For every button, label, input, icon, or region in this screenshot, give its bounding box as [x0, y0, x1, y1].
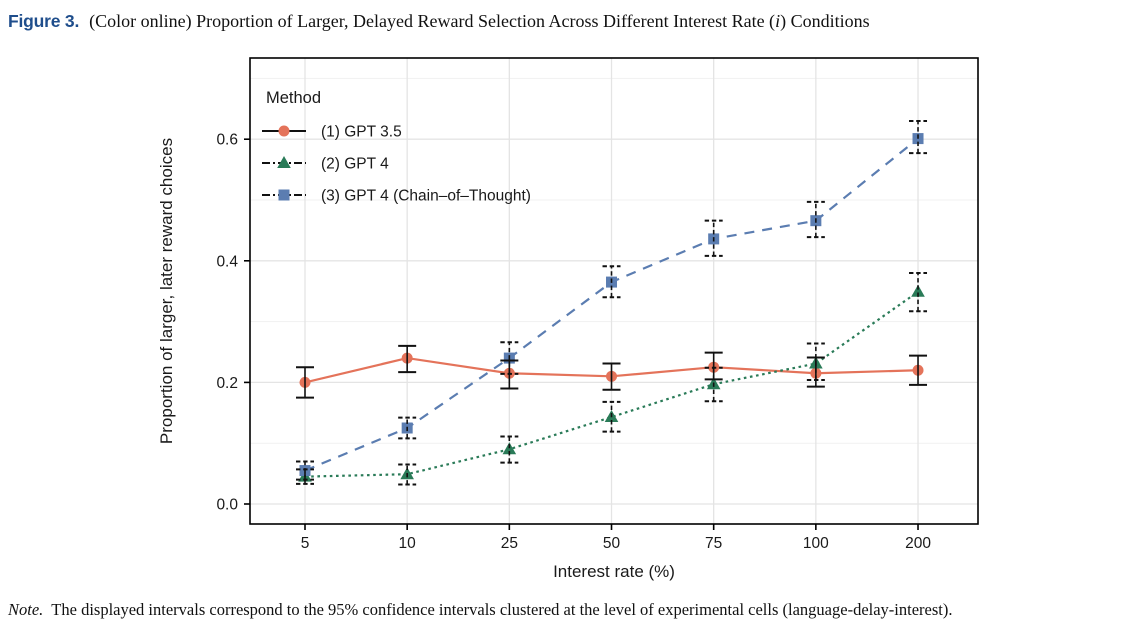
legend-marker-circle [278, 125, 290, 137]
data-point-marker-triangle [911, 284, 925, 297]
error-bar [398, 463, 417, 486]
legend-entry-label: (2) GPT 4 [321, 156, 389, 173]
legend-marker-square [278, 189, 290, 201]
legend-entry-label: (3) GPT 4 (Chain–of–Thought) [321, 188, 531, 205]
legend-entry-label: (1) GPT 3.5 [321, 124, 402, 141]
legend-title: Method [266, 89, 321, 107]
y-tick-label: 0.6 [216, 132, 238, 149]
figure-caption: Figure 3. (Color online) Proportion of La… [8, 11, 870, 32]
note-text: The displayed intervals correspond to th… [51, 600, 953, 619]
note-label: Note. [8, 600, 44, 619]
error-bar [296, 460, 314, 481]
x-tick-label: 200 [905, 535, 931, 552]
error-bar [500, 341, 519, 375]
x-tick-label: 50 [603, 535, 621, 552]
error-bar [398, 344, 417, 374]
x-tick-label: 100 [803, 535, 829, 552]
plot-panel-border [249, 57, 979, 525]
figure-title-text-end: ) Conditions [780, 11, 870, 31]
y-axis-title: Proportion of larger, later reward choic… [157, 138, 176, 444]
error-bar [909, 354, 928, 386]
x-tick-label: 10 [399, 535, 417, 552]
error-bar [602, 400, 621, 433]
x-tick-label: 75 [705, 535, 722, 552]
error-bar [704, 219, 723, 257]
error-bar [909, 119, 928, 155]
line-chart-svg: 5 10 25 50 75 100 200 0.0 0.2 0.4 0.6 Interest rate… [157, 57, 979, 581]
error-bar [296, 366, 314, 399]
legend: Method(1) GPT 3.5 (2) GPT 4 (3) GPT 4 (Cha… [262, 89, 531, 205]
error-bar [909, 271, 928, 313]
figure-number-label: Figure 3. [8, 11, 80, 31]
error-bar [500, 435, 519, 464]
error-bar [704, 366, 723, 403]
y-tick-label: 0.0 [216, 497, 238, 514]
y-tick-label: 0.4 [216, 253, 238, 270]
x-tick-label: 25 [501, 535, 518, 552]
x-axis-title: Interest rate (%) [553, 562, 675, 581]
error-bar [398, 416, 417, 440]
y-tick-label: 0.2 [216, 375, 238, 392]
figure-note: Note. The displayed intervals correspond … [8, 600, 1126, 620]
figure-title-text: (Color online) Proportion of Larger, Del… [89, 11, 776, 31]
data-point-marker-triangle [502, 442, 517, 455]
legend-marker-triangle [277, 156, 291, 168]
chart-area: 5 10 25 50 75 100 200 0.0 0.2 0.4 0.6 Interest rate… [0, 46, 1128, 596]
figure-title-italic-i: i [775, 11, 781, 31]
error-bar [602, 265, 621, 299]
error-bar [806, 342, 825, 381]
error-bar [602, 362, 621, 391]
x-tick-label: 5 [301, 535, 310, 552]
error-bar [806, 200, 825, 239]
